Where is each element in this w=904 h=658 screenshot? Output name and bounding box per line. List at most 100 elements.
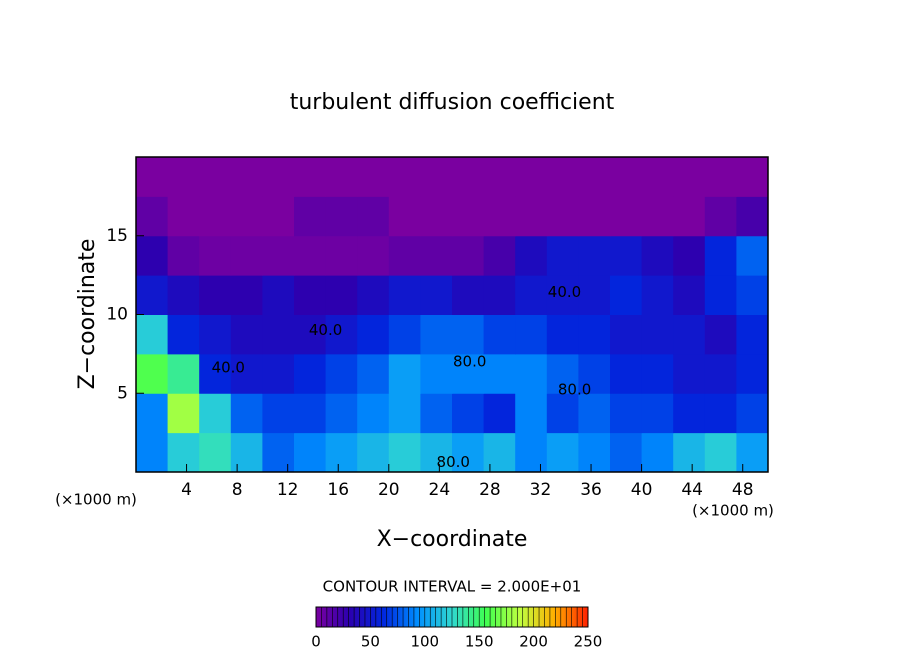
heatmap-cell (515, 157, 548, 197)
heatmap-cell (704, 353, 737, 394)
heatmap-cell (610, 393, 643, 434)
heatmap-cell (388, 432, 421, 473)
heatmap-cell (610, 432, 643, 473)
heatmap-cell (673, 157, 706, 197)
heatmap-cell (452, 353, 485, 394)
heatmap-cell (420, 157, 453, 197)
heatmap-cell (325, 157, 358, 197)
heatmap-cell (357, 275, 390, 315)
heatmap-cell (420, 353, 453, 394)
heatmap-cell (452, 432, 485, 473)
heatmap-cell (704, 275, 737, 315)
heatmap-cell (610, 196, 643, 237)
heatmap-cell (325, 393, 358, 434)
heatmap-cell (515, 235, 548, 276)
heatmap-cell (325, 353, 358, 394)
heatmap-cell (641, 353, 674, 394)
heatmap-cell (230, 196, 263, 237)
heatmap-cell (578, 157, 611, 197)
heatmap-cell (136, 275, 169, 315)
heatmap-cell (641, 235, 674, 276)
heatmap-cell (578, 314, 611, 355)
x-tick-label: 40 (631, 480, 653, 500)
heatmap-cell (262, 393, 295, 434)
heatmap-cell (673, 314, 706, 355)
heatmap-cell (736, 196, 769, 237)
heatmap-cell (357, 432, 390, 473)
heatmap-cell (262, 275, 295, 315)
heatmap-cell (610, 314, 643, 355)
contour-label: 80.0 (558, 381, 591, 399)
heatmap-cell (736, 393, 769, 434)
heatmap-cell (641, 196, 674, 237)
heatmap-cell (230, 432, 263, 473)
heatmap-cell (388, 314, 421, 355)
heatmap-cell (610, 275, 643, 315)
heatmap-cell (610, 157, 643, 197)
contour-label: 40.0 (548, 283, 581, 301)
heatmap-cell (452, 157, 485, 197)
heatmap-cell (673, 196, 706, 237)
heatmap-cell (136, 353, 169, 394)
heatmap-cell (483, 235, 516, 276)
colorbar-tick-label: 0 (311, 633, 321, 651)
heatmap-cell (388, 353, 421, 394)
contour-label: 40.0 (309, 321, 342, 339)
heatmap-cell (199, 157, 232, 197)
heatmap-cell (167, 432, 200, 473)
heatmap-cell (452, 393, 485, 434)
heatmap-cell (136, 196, 169, 237)
heatmap-cell (357, 157, 390, 197)
colorbar-tick-label: 100 (410, 633, 439, 651)
heatmap-cell (546, 235, 579, 276)
heatmap-cell (515, 196, 548, 237)
heatmap-cell (452, 235, 485, 276)
contour-interval: CONTOUR INTERVAL = 2.000E+01 (323, 578, 582, 596)
y-tick-label: 5 (117, 383, 128, 403)
heatmap-cell (420, 393, 453, 434)
colorbar-tick-label: 50 (361, 633, 380, 651)
heatmap-cell (641, 432, 674, 473)
heatmap-cell (736, 235, 769, 276)
heatmap-cell (641, 275, 674, 315)
heatmap-cell (199, 353, 232, 394)
heatmap-cell (704, 157, 737, 197)
heatmap-cell (262, 353, 295, 394)
y-axis-label: Z−coordinate (75, 239, 100, 390)
heatmap-cell (167, 275, 200, 315)
heatmap-cell (736, 353, 769, 394)
heatmap-cell (483, 275, 516, 315)
heatmap-cell (136, 157, 169, 197)
heatmap-cell (262, 157, 295, 197)
heatmap-cell (483, 432, 516, 473)
heatmap-cell (704, 196, 737, 237)
heatmap-cell (136, 432, 169, 473)
heatmap-cell (483, 196, 516, 237)
heatmap-cell (294, 275, 327, 315)
heatmap-cell (420, 432, 453, 473)
colorbar-tick-label: 250 (574, 633, 603, 651)
x-tick-label: 36 (580, 480, 602, 500)
heatmap-cell (199, 432, 232, 473)
x-unit-label: (×1000 m) (692, 502, 774, 520)
heatmap-cell (199, 235, 232, 276)
heatmap-cell (136, 235, 169, 276)
heatmap-cell (357, 353, 390, 394)
heatmap-cell (136, 393, 169, 434)
heatmap-cell (578, 432, 611, 473)
heatmap-cell (704, 235, 737, 276)
heatmap-cell (167, 157, 200, 197)
heatmap-cell (136, 314, 169, 355)
heatmap-cell (546, 393, 579, 434)
heatmap-cell (546, 157, 579, 197)
heatmap-cell (610, 235, 643, 276)
x-tick-label: 12 (277, 480, 299, 500)
x-tick-label: 28 (479, 480, 501, 500)
heatmap-cell (262, 314, 295, 355)
heatmap-cell (262, 235, 295, 276)
heatmap-cell (483, 353, 516, 394)
heatmap-cell (736, 314, 769, 355)
heatmap-cell (673, 353, 706, 394)
heatmap-cell (546, 275, 579, 315)
y-unit-label: (×1000 m) (55, 491, 137, 509)
